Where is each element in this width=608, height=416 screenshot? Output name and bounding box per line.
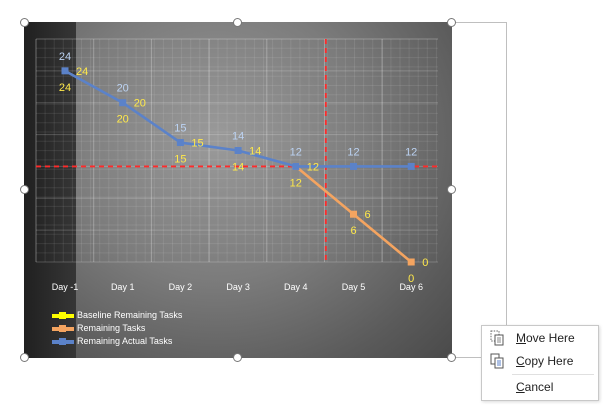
legend-swatch-baseline — [52, 311, 74, 319]
legend: Baseline Remaining Tasks Remaining Tasks… — [52, 309, 182, 348]
data-label-actual: 15 — [174, 123, 186, 135]
series-marker-actual — [234, 147, 242, 154]
x-tick-label: Day 4 — [284, 282, 308, 292]
series-marker-actual — [176, 139, 184, 147]
data-label-baseline-right: 24 — [76, 66, 88, 78]
x-tick-label: Day 1 — [111, 282, 135, 292]
data-label-actual: 12 — [347, 146, 359, 158]
series-marker-actual — [407, 162, 415, 170]
series-marker-remaining — [407, 258, 415, 266]
data-label-actual: 12 — [290, 146, 302, 158]
data-label-actual: 24 — [59, 51, 71, 63]
legend-label-baseline: Baseline Remaining Tasks — [77, 310, 183, 320]
data-label-baseline-right: 20 — [134, 98, 146, 110]
menu-label-cancel: Cancel — [516, 380, 554, 394]
resize-handle-bottom-right[interactable] — [447, 353, 456, 362]
menu-label-copy-here: Copy Here — [516, 354, 574, 368]
data-label-actual: 20 — [117, 83, 129, 95]
legend-entry-actual: Remaining Actual Tasks — [52, 335, 182, 348]
x-tick-label: Day 3 — [226, 282, 250, 292]
x-tick-label: Day -1 — [52, 282, 79, 292]
series-marker-remaining — [350, 210, 357, 218]
menu-item-move-here[interactable]: Move Here — [482, 327, 596, 349]
legend-entry-remaining: Remaining Tasks — [52, 322, 182, 335]
chart-area[interactable]: 24 20 15 14 12 12 12 24 24 20 20 15 15 14 14 12 12 6 6 0 0 Da… — [24, 22, 452, 358]
copy-icon — [490, 353, 504, 369]
menu-separator — [512, 374, 594, 375]
x-tick-label: Day 6 — [399, 282, 423, 292]
resize-handle-right[interactable] — [447, 185, 456, 194]
series-marker-actual — [61, 67, 69, 75]
data-label-baseline-right: 12 — [307, 161, 319, 173]
data-label-baseline-below: 0 — [408, 273, 414, 285]
data-label-baseline-right: 6 — [365, 209, 371, 221]
context-menu: Move Here Copy Here Cancel — [481, 325, 599, 401]
data-label-baseline-below: 14 — [232, 162, 244, 174]
data-label-baseline-below: 12 — [290, 177, 302, 189]
resize-handle-top[interactable] — [233, 18, 242, 27]
data-label-baseline-right: 14 — [249, 146, 261, 158]
data-label-actual: 14 — [232, 131, 244, 143]
resize-handle-bottom-left[interactable] — [20, 353, 29, 362]
resize-handle-top-left[interactable] — [20, 18, 29, 27]
menu-label-move-here: Move Here — [516, 331, 575, 345]
data-label-actual: 12 — [405, 146, 417, 158]
legend-swatch-remaining — [52, 324, 74, 332]
resize-handle-top-right[interactable] — [447, 18, 456, 27]
data-label-baseline-below: 6 — [350, 225, 356, 237]
legend-swatch-actual — [52, 337, 74, 345]
resize-handle-bottom[interactable] — [233, 353, 242, 362]
series-marker-actual — [292, 162, 300, 170]
data-label-baseline-below: 24 — [59, 82, 71, 94]
legend-label-actual: Remaining Actual Tasks — [77, 336, 173, 346]
data-label-baseline-right: 15 — [191, 138, 203, 150]
legend-label-remaining: Remaining Tasks — [77, 323, 146, 333]
menu-item-copy-here[interactable]: Copy Here — [482, 350, 596, 372]
move-icon — [490, 330, 504, 346]
series-marker-actual — [350, 162, 357, 170]
chart-dark-band — [24, 22, 76, 358]
x-tick-label: Day 5 — [342, 282, 366, 292]
data-label-baseline-below: 20 — [117, 114, 129, 126]
data-label-baseline-right: 0 — [422, 257, 428, 269]
data-label-baseline-below: 15 — [174, 154, 186, 166]
legend-entry-baseline: Baseline Remaining Tasks — [52, 309, 182, 322]
x-tick-label: Day 2 — [169, 282, 193, 292]
resize-handle-left[interactable] — [20, 185, 29, 194]
menu-item-cancel[interactable]: Cancel — [482, 376, 596, 398]
series-marker-actual — [119, 99, 127, 107]
